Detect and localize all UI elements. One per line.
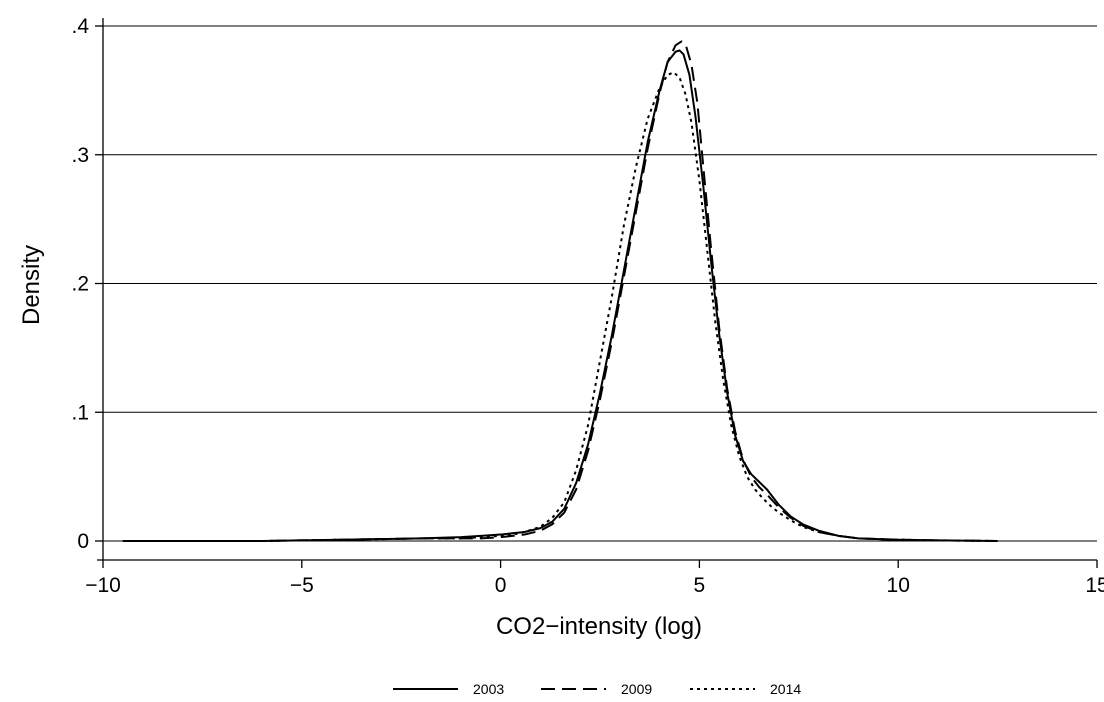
y-tick-label: .4 <box>71 15 89 38</box>
series-lines <box>122 40 998 542</box>
series-line-2003 <box>122 49 998 542</box>
y-tick-label: .2 <box>71 273 89 296</box>
x-tick-label: 10 <box>887 574 910 597</box>
legend-label-2003: 2003 <box>473 681 504 697</box>
x-axis-title: CO2−intensity (log) <box>496 613 702 640</box>
gridlines <box>103 25 1097 542</box>
axes: 0 .1 .2 .3 .4 −10 −5 0 5 10 15 <box>71 15 1104 597</box>
x-tick-label: −10 <box>85 574 121 597</box>
x-tick-label: 0 <box>495 574 507 597</box>
y-tick-label: .1 <box>71 401 89 424</box>
x-tick-label: 5 <box>694 574 706 597</box>
series-line-2014 <box>122 71 998 542</box>
series-line-2009 <box>122 40 998 542</box>
x-tick-label: −5 <box>290 574 314 597</box>
legend: 2003 2009 2014 <box>393 681 801 697</box>
y-tick-label: 0 <box>77 530 89 553</box>
y-tick-label: .3 <box>71 144 89 167</box>
legend-label-2009: 2009 <box>621 681 652 697</box>
legend-label-2014: 2014 <box>770 681 801 697</box>
x-tick-label: 15 <box>1085 574 1104 597</box>
y-axis-title: Density <box>18 245 45 325</box>
